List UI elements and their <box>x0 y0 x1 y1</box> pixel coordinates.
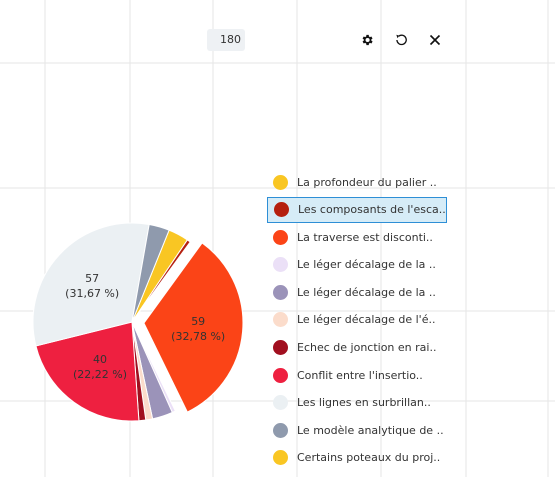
legend-swatch <box>273 312 288 328</box>
legend-swatch <box>273 395 288 411</box>
legend-item-7[interactable]: Conflit entre l'insertio.. <box>267 362 447 388</box>
legend-item-8[interactable]: Les lignes en surbrillan.. <box>267 390 447 416</box>
close-icon <box>429 34 441 46</box>
settings-button[interactable] <box>356 29 378 51</box>
legend-label: Conflit entre l'insertio.. <box>297 368 423 382</box>
pie-slice-2[interactable] <box>143 242 244 413</box>
legend-label: Le léger décalage de la .. <box>297 258 436 272</box>
legend-item-2[interactable]: La traverse est disconti.. <box>267 224 447 250</box>
slice-value-label: 40 <box>93 353 107 366</box>
slice-percent-label: (22,22 %) <box>73 368 127 381</box>
pie-slice-8[interactable] <box>32 222 150 347</box>
legend-label: La traverse est disconti.. <box>297 230 433 244</box>
reset-icon <box>396 34 407 46</box>
legend-label: Les lignes en surbrillan.. <box>297 396 431 410</box>
pie-slice-1[interactable] <box>131 239 191 323</box>
legend-item-6[interactable]: Echec de jonction en rai.. <box>267 335 447 361</box>
slice-value-label: 57 <box>85 272 99 285</box>
reset-button[interactable] <box>390 29 412 51</box>
legend-label: Le léger décalage de la .. <box>297 285 436 299</box>
legend-label: Les composants de l'esca.. <box>298 203 446 217</box>
legend-item-3[interactable]: Le léger décalage de la .. <box>267 252 447 278</box>
legend-label: Certains poteaux du proj.. <box>297 451 441 465</box>
legend-item-5[interactable]: Le léger décalage de l'é.. <box>267 307 447 333</box>
legend-swatch <box>274 202 289 218</box>
legend-label: Le léger décalage de l'é.. <box>297 313 436 327</box>
slice-percent-label: (31,67 %) <box>65 287 119 300</box>
total-value-badge: 180 <box>207 29 245 51</box>
legend-label: La profondeur du palier .. <box>297 175 437 189</box>
slice-value-label: 59 <box>191 315 205 328</box>
gear-icon <box>362 34 373 46</box>
legend-swatch <box>273 422 288 438</box>
legend-item-1[interactable]: Les composants de l'esca.. <box>267 196 447 223</box>
slice-percent-label: (32,78 %) <box>171 330 225 343</box>
legend-item-4[interactable]: Le léger décalage de la .. <box>267 279 447 305</box>
legend-item-10[interactable]: Certains poteaux du proj.. <box>267 445 447 471</box>
chart-legend: La profondeur du palier .. Les composants… <box>267 169 457 473</box>
pie-slice-9[interactable] <box>131 223 170 323</box>
legend-swatch <box>273 229 288 245</box>
legend-label: Echec de jonction en rai.. <box>297 341 437 355</box>
pie-slice-7[interactable] <box>35 321 140 422</box>
legend-swatch <box>273 367 288 383</box>
close-button[interactable] <box>424 29 446 51</box>
legend-swatch <box>273 284 288 300</box>
legend-swatch <box>273 174 288 190</box>
legend-item-9[interactable]: Le modèle analytique de .. <box>267 417 447 443</box>
legend-swatch <box>273 257 288 273</box>
legend-label: Le modèle analytique de .. <box>297 423 444 437</box>
legend-item-0[interactable]: La profondeur du palier .. <box>267 169 447 195</box>
legend-swatch <box>273 450 288 466</box>
legend-swatch <box>273 340 288 356</box>
